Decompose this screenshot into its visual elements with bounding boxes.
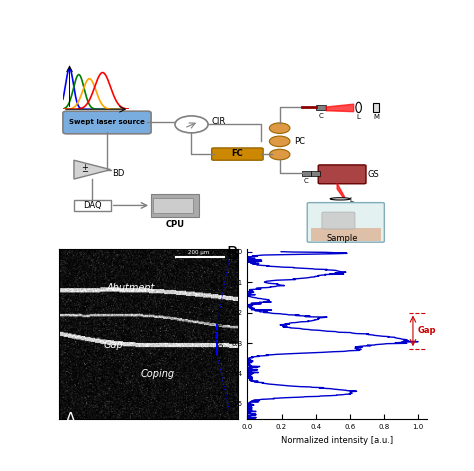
Text: BD: BD [112, 169, 125, 178]
Text: L: L [349, 197, 353, 203]
Text: B: B [226, 245, 237, 263]
Text: CPU: CPU [165, 219, 184, 228]
Text: GS: GS [368, 170, 380, 179]
Circle shape [269, 149, 290, 160]
Bar [311, 228, 381, 241]
Text: Sample: Sample [327, 234, 358, 243]
Text: M: M [373, 114, 379, 120]
Circle shape [269, 123, 290, 133]
FancyBboxPatch shape [318, 165, 366, 184]
Text: Gap: Gap [418, 326, 437, 335]
Text: C: C [304, 178, 309, 184]
Text: 200 μm: 200 μm [188, 250, 210, 255]
FancyBboxPatch shape [63, 111, 151, 134]
Bar [311, 171, 320, 176]
Text: Coping: Coping [141, 368, 175, 379]
Text: FC: FC [231, 149, 243, 158]
Bar [153, 198, 193, 213]
FancyBboxPatch shape [212, 148, 263, 160]
Text: DAQ: DAQ [83, 201, 101, 210]
Text: C: C [319, 113, 323, 119]
FancyBboxPatch shape [322, 212, 355, 229]
Text: +: + [82, 163, 89, 172]
Ellipse shape [330, 198, 350, 200]
Text: A: A [64, 411, 76, 429]
Text: Swept laser source: Swept laser source [69, 119, 145, 124]
FancyBboxPatch shape [307, 203, 384, 242]
Text: Abutment: Abutment [107, 283, 155, 293]
Text: −: − [82, 167, 89, 176]
Ellipse shape [356, 102, 361, 113]
Text: CIR: CIR [212, 117, 226, 126]
Bar [374, 103, 379, 112]
Bar [151, 194, 199, 217]
Text: L: L [357, 114, 361, 120]
X-axis label: Normalized intensity [a.u.]: Normalized intensity [a.u.] [281, 436, 393, 445]
Text: PC: PC [294, 137, 305, 146]
Text: Gap: Gap [103, 340, 123, 349]
Bar [301, 171, 311, 176]
Circle shape [269, 136, 290, 146]
Bar [316, 105, 326, 110]
Polygon shape [74, 160, 110, 179]
Bar [74, 200, 110, 211]
Y-axis label: Depth [mm]: Depth [mm] [217, 309, 226, 359]
